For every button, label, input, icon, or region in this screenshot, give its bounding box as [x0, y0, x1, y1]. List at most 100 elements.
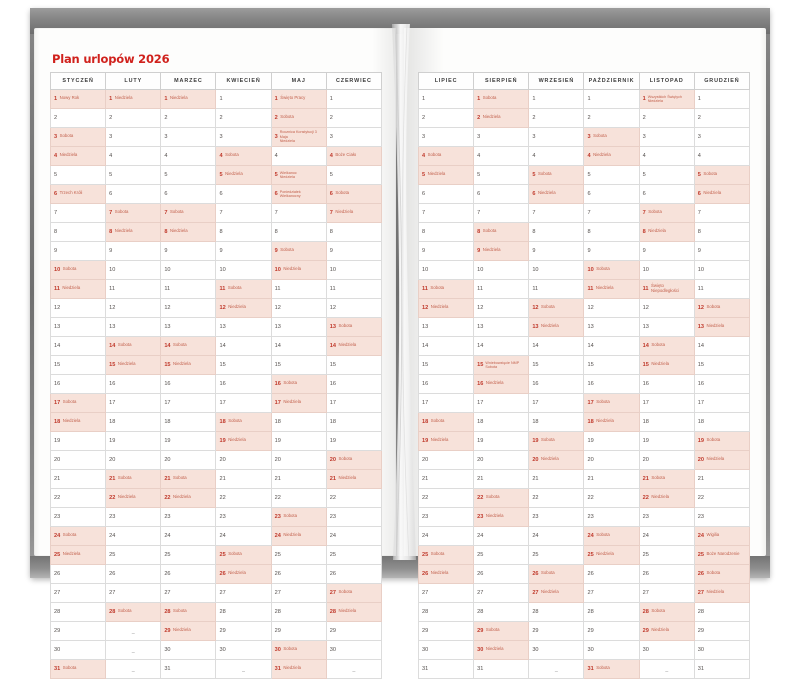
day-cell[interactable]: 5 — [638, 165, 695, 185]
day-cell[interactable]: 4 Sobota — [417, 146, 475, 166]
day-cell[interactable]: 14 — [583, 336, 640, 356]
day-cell[interactable]: 15 — [417, 355, 475, 375]
day-cell[interactable]: 18 — [638, 412, 695, 432]
day-cell[interactable]: 1 — [583, 89, 640, 109]
day-cell[interactable]: 22 Niedziela — [105, 488, 162, 508]
day-cell[interactable]: 19 — [325, 431, 383, 451]
day-cell[interactable]: 1 Wszystkich Świętych Niedziela — [638, 89, 695, 109]
day-cell[interactable]: 4 Sobota — [215, 146, 272, 166]
day-cell[interactable]: 4 — [693, 146, 751, 166]
day-cell[interactable]: 29 — [417, 621, 475, 641]
day-cell[interactable]: 9 — [160, 241, 217, 261]
day-cell[interactable]: 23 — [583, 507, 640, 527]
day-cell[interactable]: 18 — [160, 412, 217, 432]
day-cell[interactable]: 2 — [105, 108, 162, 128]
day-cell[interactable]: 22 — [270, 488, 327, 508]
day-cell[interactable]: 11 Sobota — [215, 279, 272, 299]
day-cell[interactable]: 18 Niedziela — [583, 412, 640, 432]
day-cell[interactable]: 15 Niedziela — [105, 355, 162, 375]
day-cell[interactable]: 29 — [325, 621, 383, 641]
day-cell[interactable]: 15 — [215, 355, 272, 375]
day-cell[interactable]: 9 — [528, 241, 585, 261]
day-cell[interactable]: 27 — [160, 583, 217, 603]
day-cell[interactable]: 2 — [528, 108, 585, 128]
day-cell[interactable]: 15 Niedziela — [160, 355, 217, 375]
day-cell[interactable]: 17 — [105, 393, 162, 413]
day-cell[interactable]: 12 — [638, 298, 695, 318]
day-cell[interactable]: 10 — [417, 260, 475, 280]
day-cell[interactable]: 3Rocznica Konstytucji 3 Maja Niedziela — [270, 127, 327, 147]
day-cell[interactable]: 20 — [583, 450, 640, 470]
day-cell[interactable]: 24 — [160, 526, 217, 546]
day-cell[interactable]: 30 Sobota — [270, 640, 327, 660]
day-cell[interactable]: 11 — [693, 279, 751, 299]
day-cell[interactable]: 12 — [49, 298, 107, 318]
day-cell[interactable]: 6 Poniedziałek Wielkanocny — [270, 184, 327, 204]
day-cell[interactable]: 27 — [270, 583, 327, 603]
day-cell[interactable]: 25 — [160, 545, 217, 565]
day-cell[interactable]: 20 — [473, 450, 530, 470]
day-cell[interactable]: 13 — [583, 317, 640, 337]
day-cell[interactable]: 1 Niedziela — [160, 89, 217, 109]
day-cell[interactable]: 4 — [270, 146, 327, 166]
day-cell[interactable]: 14 — [270, 336, 327, 356]
day-cell[interactable]: 30 — [49, 640, 107, 660]
day-cell[interactable]: 12 — [105, 298, 162, 318]
day-cell[interactable]: 10 — [473, 260, 530, 280]
day-cell[interactable]: 11 — [270, 279, 327, 299]
day-cell[interactable]: 31 — [693, 659, 751, 679]
day-cell[interactable]: 26 Sobota — [528, 564, 585, 584]
day-cell[interactable]: 31 — [417, 659, 475, 679]
day-cell[interactable]: 30 — [528, 640, 585, 660]
day-cell[interactable]: 19 Sobota — [693, 431, 751, 451]
day-cell[interactable]: 12 — [473, 298, 530, 318]
day-cell[interactable]: 25 Sobota — [215, 545, 272, 565]
day-cell[interactable]: 18 — [693, 412, 751, 432]
day-cell[interactable]: 7 — [270, 203, 327, 223]
day-cell[interactable]: 24 — [417, 526, 475, 546]
day-cell[interactable]: 1 — [417, 89, 475, 109]
day-cell[interactable]: 23 Sobota — [270, 507, 327, 527]
day-cell[interactable]: 21 — [528, 469, 585, 489]
day-cell[interactable]: 24 — [528, 526, 585, 546]
day-cell[interactable]: 4 — [473, 146, 530, 166]
day-cell[interactable]: 13 — [105, 317, 162, 337]
day-cell[interactable]: 20 — [638, 450, 695, 470]
day-cell[interactable]: 26 — [325, 564, 383, 584]
day-cell[interactable]: 31 — [160, 659, 217, 679]
day-cell[interactable]: 12 Niedziela — [215, 298, 272, 318]
day-cell[interactable]: 7 — [49, 203, 107, 223]
day-cell[interactable]: 10 Niedziela — [270, 260, 327, 280]
day-cell[interactable]: 29 — [583, 621, 640, 641]
day-cell[interactable]: 8 — [270, 222, 327, 242]
day-cell[interactable]: 3 — [105, 127, 162, 147]
day-cell[interactable]: 18 Sobota — [215, 412, 272, 432]
day-cell[interactable]: 11Święto Niepodległości — [638, 279, 695, 299]
day-cell[interactable]: 19 — [160, 431, 217, 451]
day-cell[interactable]: 30 — [638, 640, 695, 660]
day-cell[interactable]: 26 — [160, 564, 217, 584]
day-cell[interactable]: 6 — [105, 184, 162, 204]
day-cell[interactable]: 25 — [270, 545, 327, 565]
day-cell[interactable]: 1 — [325, 89, 383, 109]
day-cell[interactable]: 31 Niedziela — [270, 659, 327, 679]
day-cell[interactable]: 7 Sobota — [638, 203, 695, 223]
day-cell[interactable]: 12 — [325, 298, 383, 318]
day-cell[interactable]: 18 Sobota — [417, 412, 475, 432]
day-cell[interactable]: 25 — [105, 545, 162, 565]
day-cell[interactable]: 27 — [638, 583, 695, 603]
day-cell[interactable]: 6 — [473, 184, 530, 204]
day-cell[interactable]: 15 — [583, 355, 640, 375]
day-cell[interactable]: 14 — [473, 336, 530, 356]
day-cell[interactable]: 14 — [417, 336, 475, 356]
day-cell[interactable]: 4 Niedziela — [583, 146, 640, 166]
day-cell[interactable]: 3 — [417, 127, 475, 147]
day-cell[interactable]: 1 Nowy Rok — [49, 89, 107, 109]
day-cell[interactable]: 5 — [473, 165, 530, 185]
day-cell[interactable]: 2 — [417, 108, 475, 128]
day-cell[interactable]: 1 — [528, 89, 585, 109]
day-cell[interactable]: 12 Niedziela — [417, 298, 475, 318]
day-cell[interactable]: 6 — [417, 184, 475, 204]
day-cell[interactable]: 31 — [473, 659, 530, 679]
day-cell[interactable]: 14 Sobota — [160, 336, 217, 356]
